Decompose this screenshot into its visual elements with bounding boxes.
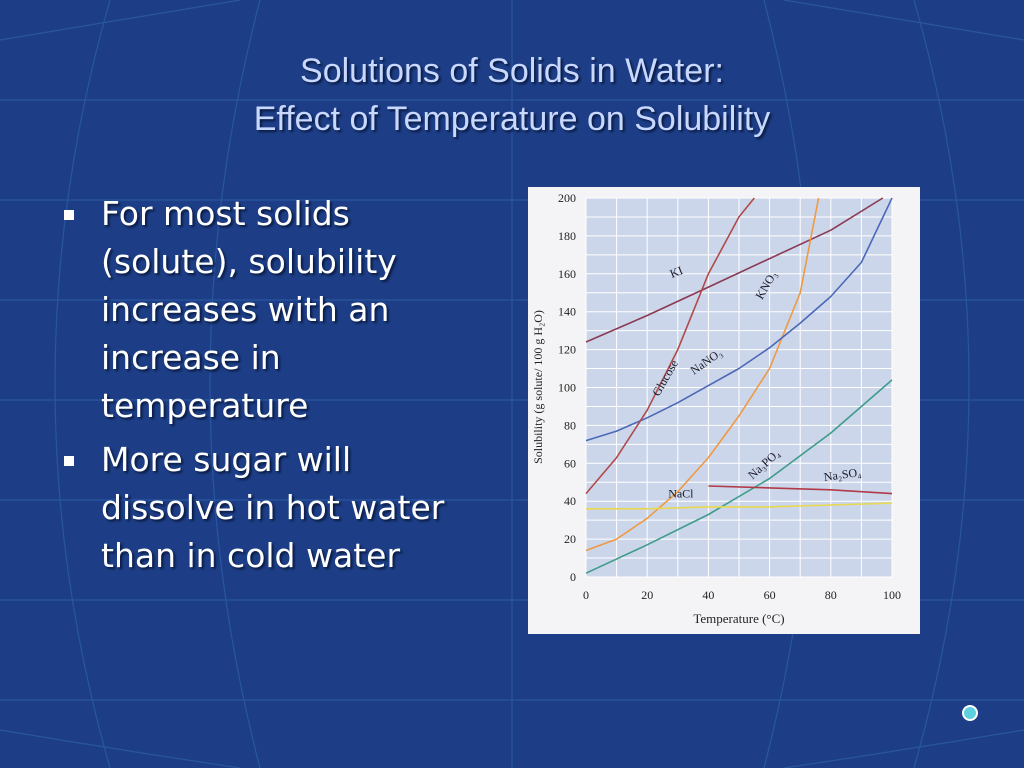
square-bullet-icon xyxy=(64,456,74,466)
series-line-na-po xyxy=(585,379,893,574)
slide-title-line-1: Solutions of Solids in Water: xyxy=(300,52,724,90)
series-line-nacl xyxy=(586,502,893,510)
y-tick-label: 200 xyxy=(558,191,576,205)
y-tick-label: 160 xyxy=(558,267,576,281)
y-tick-label: 180 xyxy=(558,229,576,243)
y-tick-label: 20 xyxy=(564,532,576,546)
y-tick-label: 140 xyxy=(558,305,576,319)
solubility-chart: KI KNO₃ NaNO₃ Glucose Na₃PO₄ NaCl Na₂SO₄ 0 20 40… xyxy=(528,187,920,634)
x-tick-label: 80 xyxy=(825,588,837,602)
navigation-dot-button[interactable] xyxy=(962,705,978,721)
y-tick-label: 120 xyxy=(558,343,576,357)
series-line-nano xyxy=(585,197,893,442)
tick-label-layer: 0 20 40 60 80 100 0 20 40 60 80 100 120 140 160 180 200 xyxy=(558,191,901,602)
bullet-list: For most solids (solute), solubility inc… xyxy=(60,190,480,586)
series-line-ki xyxy=(585,197,884,343)
x-axis-label: Temperature (°C) xyxy=(693,611,784,626)
series-line-kno xyxy=(585,197,820,552)
y-tick-label: 100 xyxy=(558,381,576,395)
series-label: NaCl xyxy=(668,486,694,500)
series-label: Na₂SO₄ xyxy=(823,465,862,484)
bullet-text: More sugar will dissolve in hot water th… xyxy=(101,440,445,575)
series-layer xyxy=(585,197,893,574)
bullet-item: For most solids (solute), solubility inc… xyxy=(60,190,480,430)
bullet-text: For most solids (solute), solubility inc… xyxy=(101,194,397,425)
x-tick-label: 100 xyxy=(883,588,901,602)
x-tick-label: 60 xyxy=(764,588,776,602)
y-tick-label: 0 xyxy=(570,570,576,584)
series-label: KI xyxy=(668,263,685,281)
slide-title-line-2: Effect of Temperature on Solubility xyxy=(253,100,771,138)
y-tick-label: 40 xyxy=(564,494,576,508)
bullet-item: More sugar will dissolve in hot water th… xyxy=(60,436,480,580)
x-tick-label: 40 xyxy=(702,588,714,602)
x-tick-label: 20 xyxy=(641,588,653,602)
series-line-na-so xyxy=(708,485,893,495)
y-tick-label: 80 xyxy=(564,418,576,432)
y-axis-label: Solubility (g solute/ 100 g H₂O) xyxy=(531,310,545,464)
y-tick-label: 60 xyxy=(564,456,576,470)
square-bullet-icon xyxy=(64,210,74,220)
series-line-glucose xyxy=(585,197,755,495)
x-tick-label: 0 xyxy=(583,588,589,602)
grid-layer xyxy=(585,197,893,578)
